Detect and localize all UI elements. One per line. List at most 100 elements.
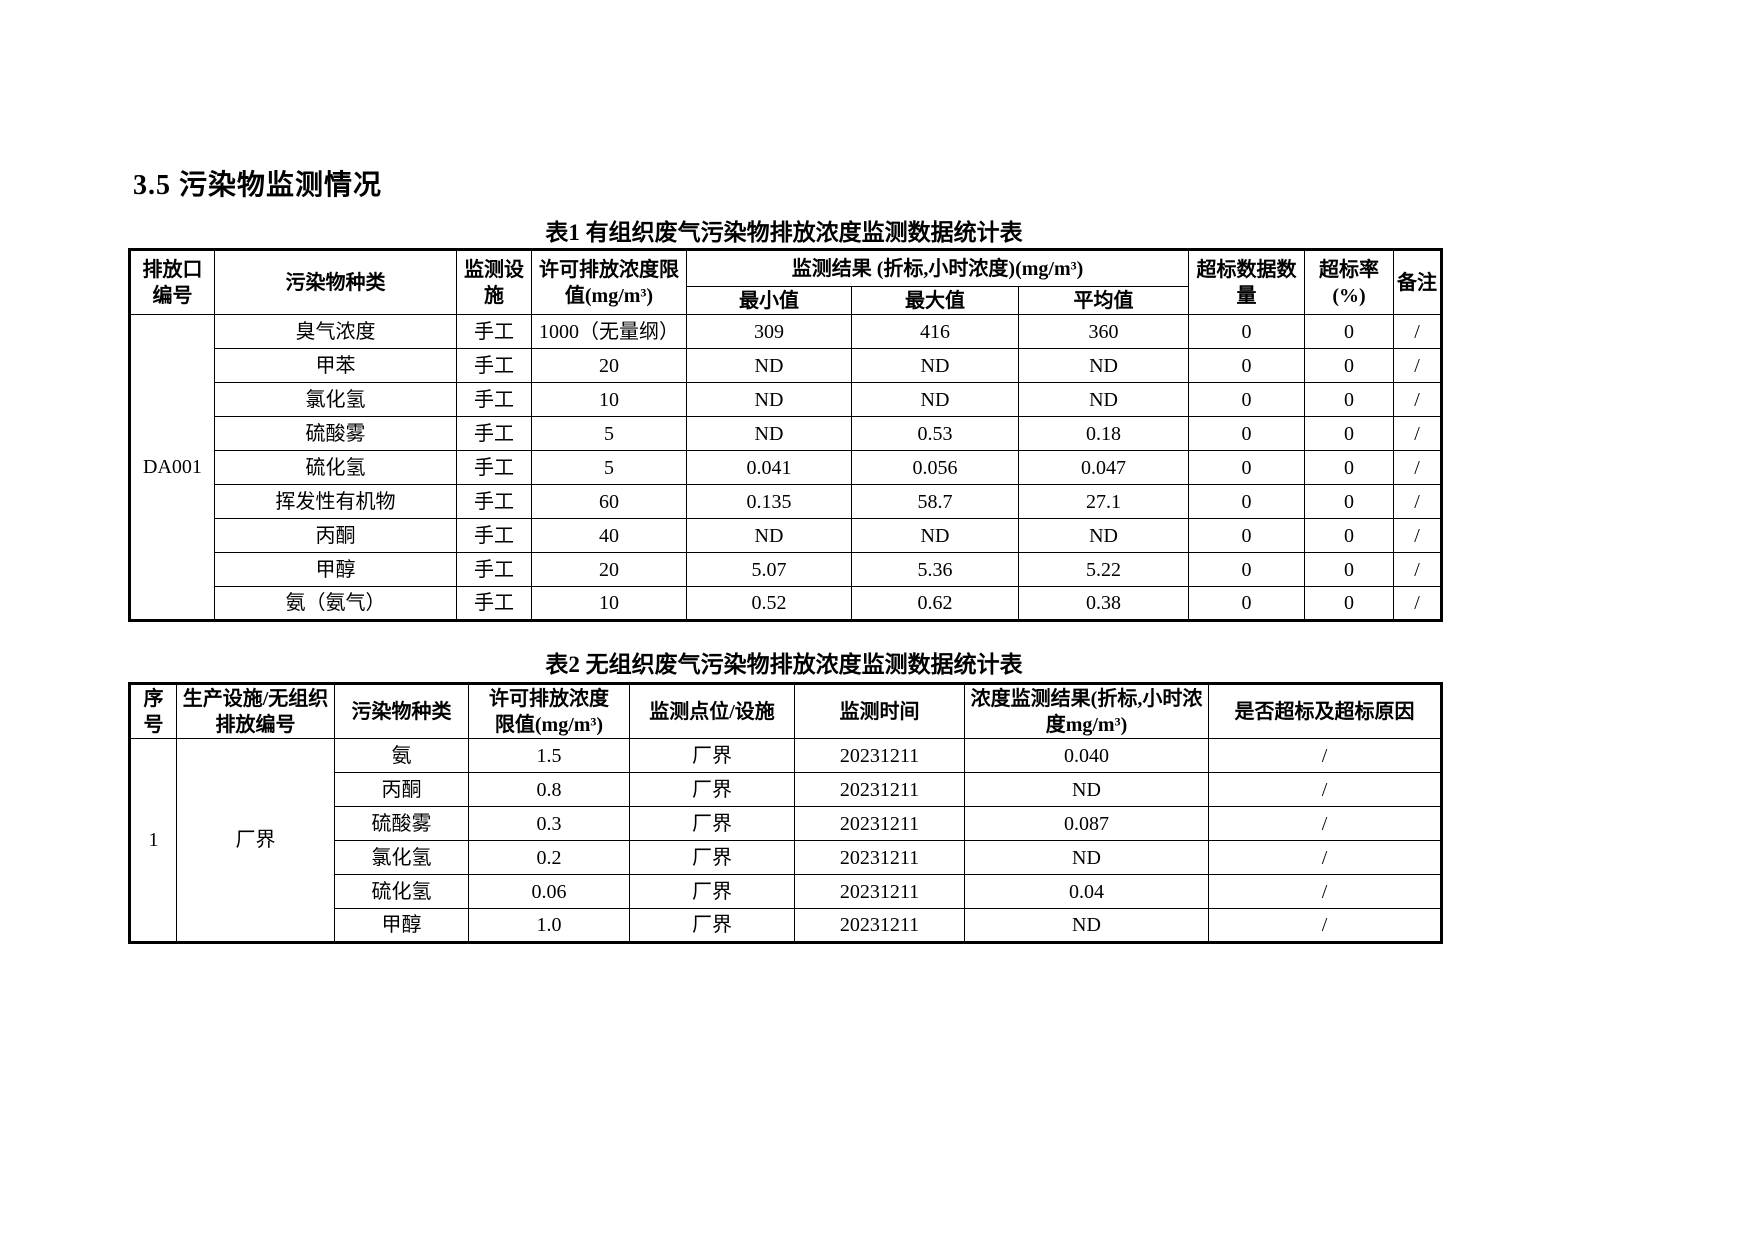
cell-exceed-count: 0: [1188, 382, 1306, 417]
cell-pollutant: 臭气浓度: [214, 314, 457, 349]
th-avg: 平均值: [1017, 286, 1190, 315]
th-permit-limit: 许可排放浓度限 值(mg/m³): [531, 249, 687, 315]
cell-facility: 手工: [456, 450, 532, 485]
cell-facility: 手工: [456, 552, 532, 587]
cell-limit: 0.8: [468, 772, 630, 807]
cell-point: 厂界: [629, 772, 795, 807]
cell-facility: 手工: [456, 314, 532, 349]
cell-avg: 0.18: [1017, 416, 1190, 451]
cell-avg: ND: [1017, 518, 1190, 553]
th-max: 最大值: [851, 286, 1019, 315]
cell-limit: 0.2: [468, 840, 630, 875]
cell-result: ND: [964, 908, 1209, 943]
th-permit-limit: 许可排放浓度 限值(mg/m³): [468, 683, 630, 739]
cell-remark: /: [1393, 552, 1443, 587]
cell-min: 5.07: [686, 552, 852, 587]
cell-time: 20231211: [794, 908, 965, 943]
cell-pollutant: 硫化氢: [334, 874, 469, 909]
cell-remark: /: [1393, 484, 1443, 519]
cell-remark: /: [1393, 518, 1443, 553]
cell-min: ND: [686, 416, 852, 451]
cell-outlet-id: DA001: [129, 314, 215, 621]
cell-remark: /: [1393, 314, 1443, 349]
cell-avg: 360: [1017, 314, 1190, 349]
cell-limit: 10: [531, 586, 687, 621]
cell-exceed-rate: 0: [1304, 416, 1395, 451]
table-row: 氨（氨气） 手工 10 0.52 0.62 0.38 0 0 /: [130, 586, 1443, 621]
cell-min: ND: [686, 382, 852, 417]
cell-facility: 手工: [456, 518, 532, 553]
cell-exceed-rate: 0: [1304, 484, 1395, 519]
cell-exceed: /: [1208, 908, 1442, 943]
th-result: 浓度监测结果(折标,小时浓 度mg/m³): [964, 683, 1209, 739]
cell-exceed: /: [1208, 874, 1442, 909]
th-monitor-point: 监测点位/设施: [629, 683, 795, 739]
cell-result: ND: [964, 772, 1209, 807]
cell-min: 0.135: [686, 484, 852, 519]
th-monitor-time: 监测时间: [794, 683, 965, 739]
th-outlet-id: 排放口 编号: [129, 249, 215, 315]
cell-max: 0.53: [851, 416, 1019, 451]
cell-limit: 10: [531, 382, 687, 417]
cell-exceed-count: 0: [1188, 518, 1306, 553]
cell-exceed-count: 0: [1188, 586, 1306, 621]
table1-organized-emission: 排放口 编号 污染物种类 监测设 施 许可排放浓度限 值(mg/m³) 监测结果…: [128, 248, 1444, 622]
table1-title: 表1 有组织废气污染物排放浓度监测数据统计表: [545, 220, 1023, 245]
cell-exceed-rate: 0: [1304, 348, 1395, 383]
cell-limit: 5: [531, 450, 687, 485]
cell-time: 20231211: [794, 840, 965, 875]
table2-title: 表2 无组织废气污染物排放浓度监测数据统计表: [545, 652, 1023, 677]
cell-limit: 0.3: [468, 806, 630, 841]
table-row: 甲苯 手工 20 ND ND ND 0 0 /: [130, 348, 1443, 383]
cell-exceed: /: [1208, 738, 1442, 773]
table2-fugitive-emission: 序 号 生产设施/无组织 排放编号 污染物种类 许可排放浓度 限值(mg/m³)…: [128, 682, 1443, 944]
cell-avg: 0.047: [1017, 450, 1190, 485]
cell-max: 0.62: [851, 586, 1019, 621]
cell-max: 5.36: [851, 552, 1019, 587]
cell-remark: /: [1393, 586, 1443, 621]
th-exceed-reason: 是否超标及超标原因: [1208, 683, 1442, 739]
cell-point: 厂界: [629, 908, 795, 943]
cell-pollutant: 挥发性有机物: [214, 484, 457, 519]
cell-facility: 手工: [456, 484, 532, 519]
cell-point: 厂界: [629, 874, 795, 909]
cell-exceed: /: [1208, 840, 1442, 875]
th-seq: 序 号: [129, 683, 177, 739]
cell-max: ND: [851, 348, 1019, 383]
cell-min: 0.041: [686, 450, 852, 485]
table-row: 甲醇 1.0 厂界 20231211 ND /: [130, 908, 1442, 943]
table-row: 甲醇 手工 20 5.07 5.36 5.22 0 0 /: [130, 552, 1443, 587]
cell-facility: 手工: [456, 416, 532, 451]
cell-point: 厂界: [629, 806, 795, 841]
cell-exceed-rate: 0: [1304, 586, 1395, 621]
cell-exceed-rate: 0: [1304, 314, 1395, 349]
cell-pollutant: 氯化氢: [334, 840, 469, 875]
table1-header-row-1: 排放口 编号 污染物种类 监测设 施 许可排放浓度限 值(mg/m³) 监测结果…: [129, 249, 1443, 315]
cell-pollutant: 氯化氢: [214, 382, 457, 417]
cell-exceed: /: [1208, 806, 1442, 841]
table-row: 丙酮 手工 40 ND ND ND 0 0 /: [130, 518, 1443, 553]
cell-time: 20231211: [794, 738, 965, 773]
th-facility-id: 生产设施/无组织 排放编号: [176, 683, 335, 739]
cell-max: 0.056: [851, 450, 1019, 485]
cell-avg: 0.38: [1017, 586, 1190, 621]
cell-pollutant: 甲苯: [214, 348, 457, 383]
cell-min: 309: [686, 314, 852, 349]
table-row: 硫酸雾 手工 5 ND 0.53 0.18 0 0 /: [130, 416, 1443, 451]
cell-exceed-count: 0: [1188, 552, 1306, 587]
th-monitor-facility: 监测设 施: [456, 249, 532, 315]
table-row: 丙酮 0.8 厂界 20231211 ND /: [130, 772, 1442, 807]
cell-limit: 20: [531, 552, 687, 587]
table-row: 氯化氢 0.2 厂界 20231211 ND /: [130, 840, 1442, 875]
cell-remark: /: [1393, 348, 1443, 383]
cell-pollutant: 硫酸雾: [334, 806, 469, 841]
cell-exceed-rate: 0: [1304, 518, 1395, 553]
cell-result: 0.040: [964, 738, 1209, 773]
cell-max: 58.7: [851, 484, 1019, 519]
cell-remark: /: [1393, 450, 1443, 485]
cell-result: 0.04: [964, 874, 1209, 909]
cell-result: ND: [964, 840, 1209, 875]
cell-exceed-count: 0: [1188, 450, 1306, 485]
cell-exceed-rate: 0: [1304, 382, 1395, 417]
table2-header-row: 序 号 生产设施/无组织 排放编号 污染物种类 许可排放浓度 限值(mg/m³)…: [129, 683, 1442, 739]
